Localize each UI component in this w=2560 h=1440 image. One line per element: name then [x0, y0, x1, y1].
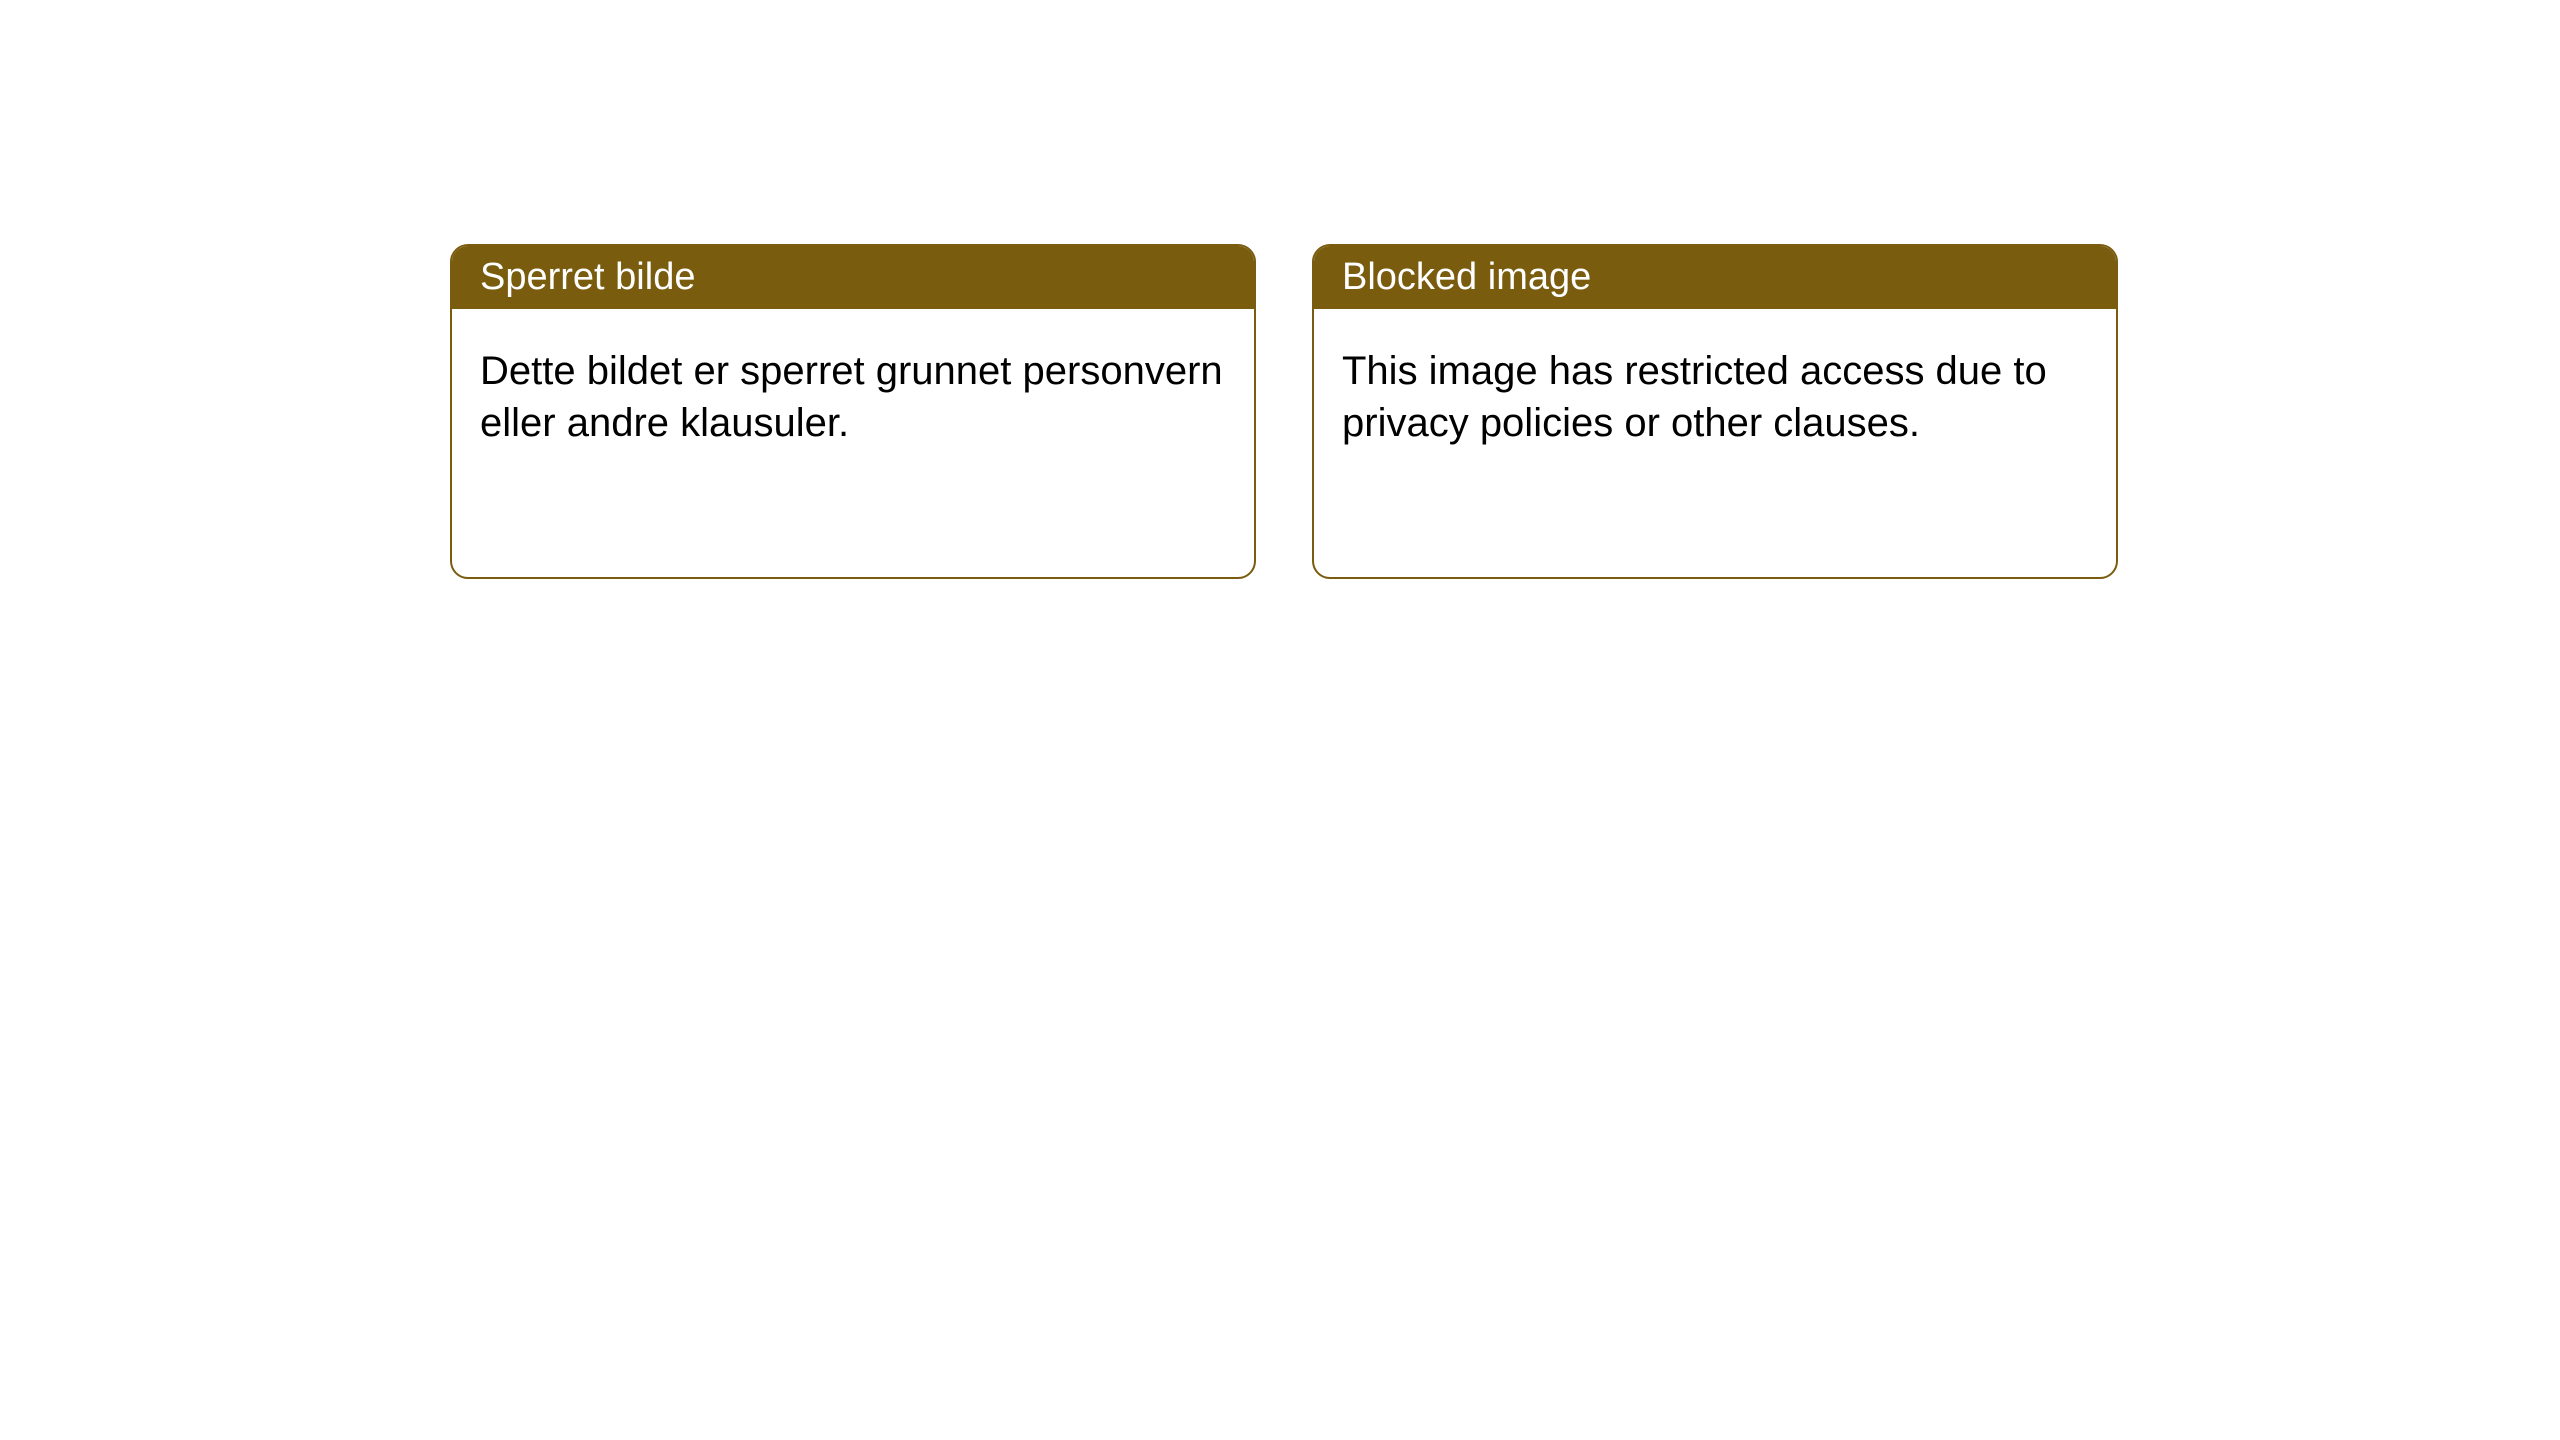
notice-card-norwegian: Sperret bilde Dette bildet er sperret gr… [450, 244, 1256, 579]
notice-card-english: Blocked image This image has restricted … [1312, 244, 2118, 579]
notice-body-text: Dette bildet er sperret grunnet personve… [452, 309, 1254, 485]
notice-title: Sperret bilde [452, 246, 1254, 309]
notice-body-text: This image has restricted access due to … [1314, 309, 2116, 485]
notice-container: Sperret bilde Dette bildet er sperret gr… [0, 0, 2560, 579]
notice-title: Blocked image [1314, 246, 2116, 309]
